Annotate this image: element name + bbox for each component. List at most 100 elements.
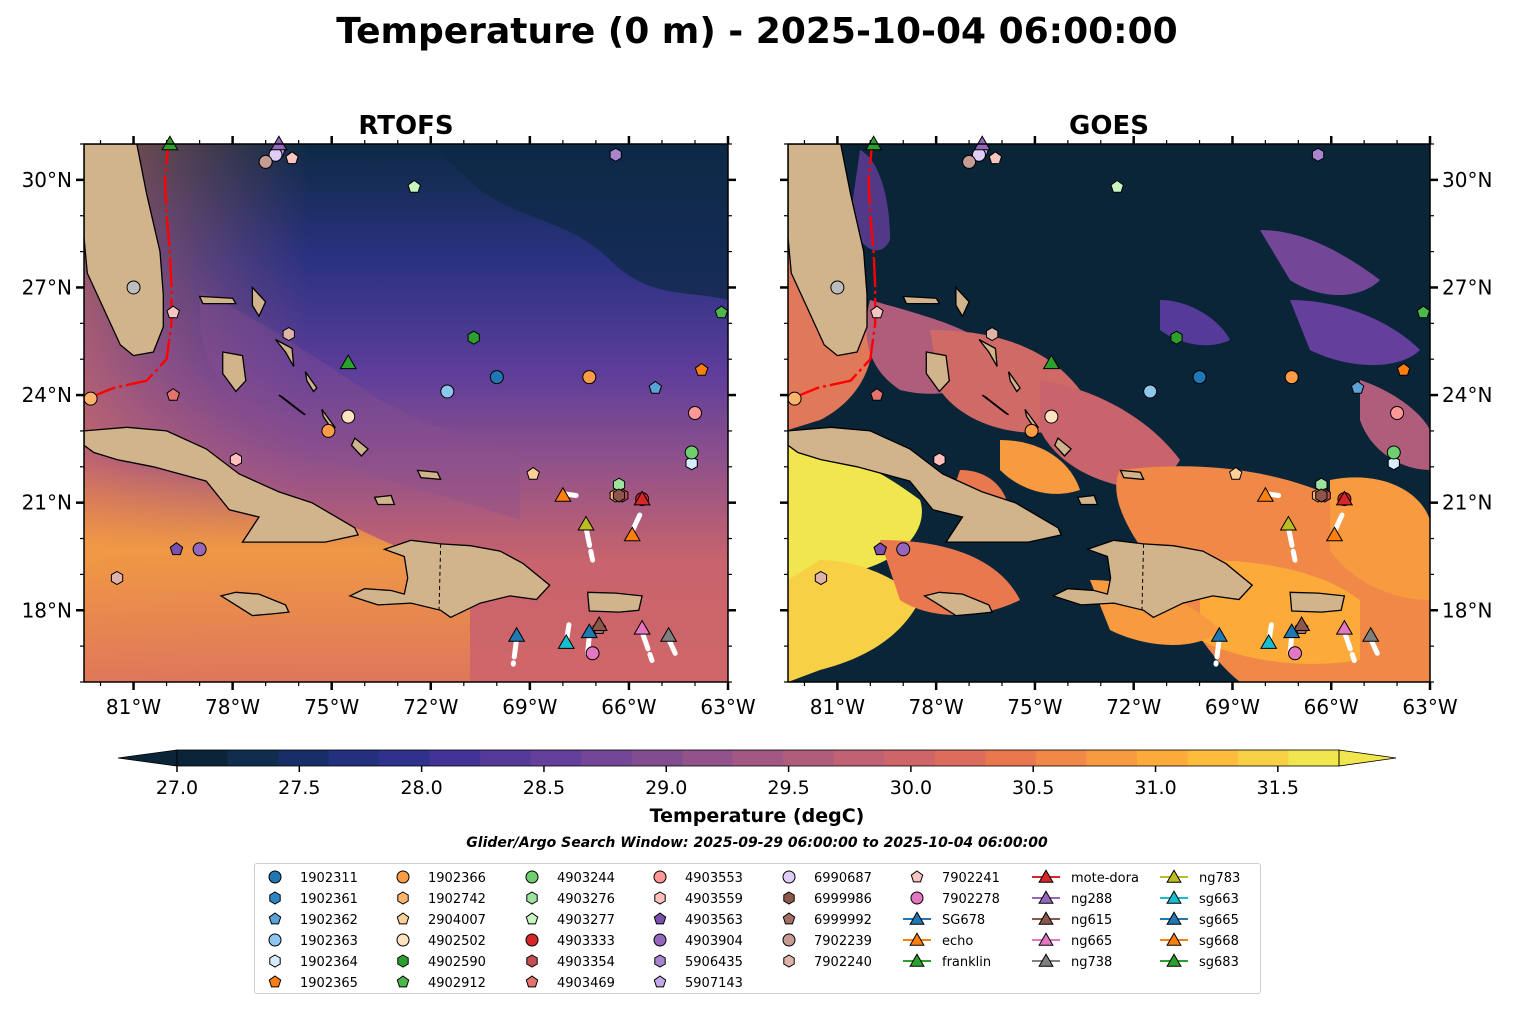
figure-title: Temperature (0 m) - 2025-10-04 06:00:00 [336,11,1177,52]
legend: 1902311 1902361 1902362 1902363 1902364 19023… [254,863,1261,994]
legend-marker-1902366 [396,870,410,884]
colorbar-tick-label: 28.5 [523,777,565,799]
argo-float-7902240b [814,570,828,586]
legend-marker-7902240 [783,954,795,968]
legend-marker-4903559 [654,891,666,905]
land-caicos [1119,469,1145,481]
argo-float-7902241 [285,151,299,165]
argo-float-4902502 [341,409,356,424]
land-andros [925,351,950,393]
colorbar-tick-label: 31.5 [1257,777,1299,799]
legend-label: 6999986 [814,892,872,907]
land-inagua [373,494,396,506]
colorbar-segment [732,750,784,766]
lon-tick-label: 81°W [106,695,161,719]
argo-float-4902912 [1416,305,1431,319]
argo-float-7902278 [1288,646,1303,661]
panel-frame-rtofs [83,143,729,683]
legend-label: ng783 [1199,871,1240,886]
legend-label: 6990687 [814,871,872,886]
glider-track-1 [629,507,645,534]
legend-marker-6999992 [782,912,796,925]
legend-label: 4903563 [685,913,743,928]
lat-tick-label: 27°N [1442,275,1492,299]
legend-marker-1902365 [268,975,282,988]
glider-ng288 [973,135,991,151]
colorbar-tick-label: 28.0 [400,777,442,799]
legend-marker-sg663 [1166,890,1182,904]
panel-title-goes: GOES [1069,111,1149,141]
legend-label: 7902241 [942,871,1000,886]
legend-marker-6990687 [782,870,796,884]
argo-float-7902239 [258,154,273,169]
legend-marker-1902311 [268,870,282,884]
glider-track-2 [1213,636,1222,667]
colorbar-frame [176,749,1340,767]
land-hispaniola [1051,539,1254,619]
colorbar-segment [682,750,734,766]
colorbar-segment [328,750,380,766]
argo-float-4903553 [687,406,702,420]
legend-label: ng665 [1071,934,1112,949]
colorbar-segment [379,750,431,766]
land-cuba [84,426,360,543]
argo-float-1902311 [489,370,504,385]
land-caicos [416,469,442,481]
legend-marker-7902239 [782,933,796,947]
legend-label: mote-dora [1071,871,1139,886]
legend-label: 1902742 [428,892,486,907]
legend-marker-4902590 [397,954,409,968]
colorbar-segment [1187,750,1239,766]
legend-marker-4903469 [525,975,539,988]
legend-marker-4903277 [525,912,539,925]
argo-float-4903904 [192,542,207,557]
glider-sg668 [1325,526,1344,542]
legend-label: 1902366 [428,871,486,886]
axis-ticks-goes: 81°W 78°W 75°W 72°W 69°W 66°W 63°W 30°N 27°N 24°N… [780,136,1492,719]
colorbar-segment [783,750,835,766]
lon-tick-label: 63°W [1402,695,1457,719]
legend-entries: 1902311 1902361 1902362 1902363 1902364 19023… [268,869,1240,991]
gulf-stream-line [86,144,173,400]
glider-ng288 [270,135,288,151]
argo-float-4903469 [870,387,884,401]
legend-label: 4903276 [557,892,615,907]
glider-ng615 [1292,616,1311,631]
legend-marker-1902364 [269,954,281,968]
argo-float-2904007 [1229,466,1243,480]
land-exuma [981,394,1009,416]
colorbar-segment [1288,750,1340,766]
legend-label: 4902502 [428,934,486,949]
glider-sg665 [580,623,598,639]
currents-goes [790,144,877,400]
legend-marker-7902278 [910,891,924,905]
land-eleuthera [978,338,998,367]
legend-label: 4903553 [685,871,743,886]
legend-marker-4903563 [653,912,667,925]
colorbar-tick-label: 29.0 [645,777,687,799]
panel-title-rtofs: RTOFS [358,111,453,141]
argo-float-1902366b [321,423,336,438]
argo-float-1902366b [1024,423,1039,438]
legend-label: ng738 [1071,955,1112,970]
legend-label: echo [942,934,973,949]
legend-marker-4903244 [525,870,539,884]
legend-label: 4903559 [685,892,743,907]
glider-sg683 [1042,354,1061,370]
glider-mote-dora [1335,490,1354,506]
glider-SG678 [1210,626,1228,642]
legend-marker-ng288 [1038,890,1054,904]
argo-float-4903563 [169,542,184,556]
colorbar-tick-label: 30.0 [890,777,932,799]
legend-label: 1902361 [300,892,358,907]
glider-track-4 [639,629,655,663]
argo-float-7902240 [986,327,999,342]
lon-tick-label: 69°W [1205,695,1260,719]
argo-float-5906435 [1311,147,1325,162]
legend-label: 4903244 [557,871,615,886]
glider-sg683 [339,354,357,370]
legend-label: 7902240 [814,955,872,970]
colorbar-segment [227,750,279,766]
legend-marker-5907143 [653,975,667,988]
legend-marker-4903553 [653,870,667,884]
